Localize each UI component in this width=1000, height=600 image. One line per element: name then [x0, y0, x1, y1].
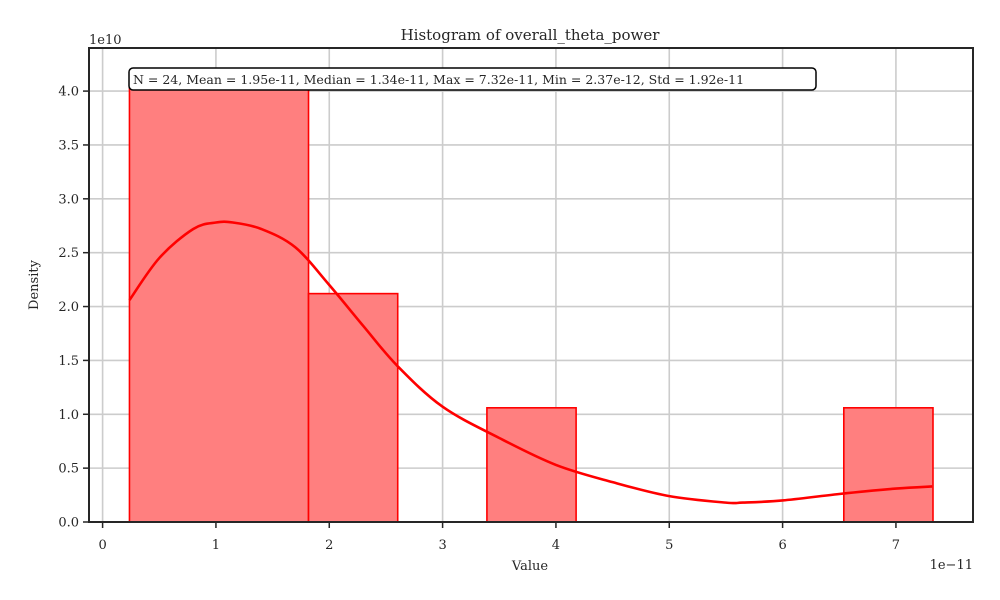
- x-tick-label: 3: [438, 538, 446, 553]
- x-tick-label: 1: [212, 538, 220, 553]
- histogram-bar: [307, 292, 399, 523]
- plot-frame: [88, 47, 974, 523]
- y-axis-label: Density: [27, 259, 42, 310]
- y-tick-label: 1.5: [58, 354, 79, 369]
- histogram-bar: [486, 407, 577, 523]
- y-tick-label: 3.5: [58, 138, 79, 153]
- x-tick-label: 4: [552, 538, 560, 553]
- y-tick-label: 2.5: [58, 246, 79, 261]
- y-tick-label: 1.0: [58, 408, 79, 423]
- y-tick-label: 0.5: [58, 462, 79, 477]
- x-axis-multiplier: 1e−11: [930, 558, 973, 573]
- stats-box: [128, 67, 817, 91]
- chart-title: Histogram of overall_theta_power: [401, 26, 661, 44]
- kde-curve-group: [128, 220, 933, 505]
- y-axis-multiplier: 1e10: [89, 33, 122, 48]
- y-tick-label: 2.0: [58, 300, 79, 315]
- axes: 0 1 2 3 4 5 6 7 0.0 0.5 1.0 1.5 2.0 2.5 3.0 3.5 4.0: [58, 47, 974, 553]
- histogram-bar: [128, 77, 310, 523]
- stats-annotation: N = 24, Mean = 1.95e-11, Median = 1.34e-…: [128, 67, 817, 91]
- x-tick-label: 6: [778, 538, 786, 553]
- stats-text: N = 24, Mean = 1.95e-11, Median = 1.34e-…: [133, 72, 744, 87]
- histogram-bar: [842, 407, 934, 523]
- x-tick-label: 2: [325, 538, 333, 553]
- x-tick-label: 0: [98, 538, 106, 553]
- y-tick-label: 3.0: [58, 192, 79, 207]
- x-tick-label: 7: [892, 538, 900, 553]
- x-tick-label: 5: [665, 538, 673, 553]
- y-tick-label: 0.0: [58, 516, 79, 531]
- histogram-bars: [128, 77, 934, 523]
- y-tick-label: 4.0: [58, 85, 79, 100]
- x-axis-label: Value: [511, 559, 548, 574]
- kde-curve: [128, 220, 933, 505]
